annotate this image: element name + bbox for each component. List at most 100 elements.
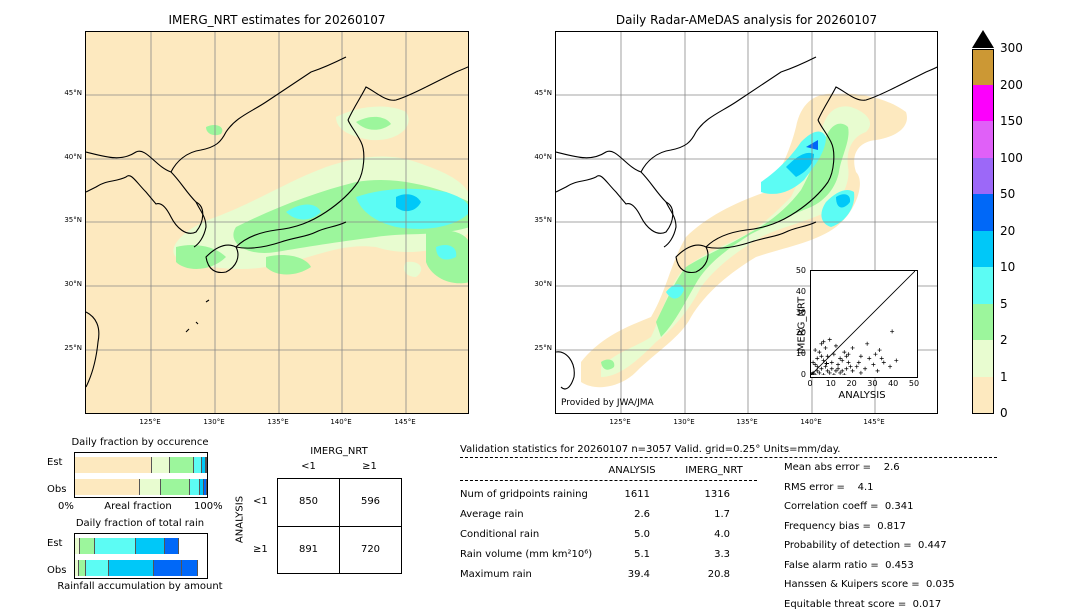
contingency-cell: 850 [298,496,319,507]
scatter-ytick: 40 [795,286,806,296]
scatter-point [811,360,816,365]
scatter-point [840,358,845,363]
right-map-title: Daily Radar-AMeDAS analysis for 20260107 [615,13,878,27]
totalrain-est-label: Est [47,538,63,549]
scatter-point [856,360,861,365]
scatter-point [823,364,828,369]
stats-header: Validation statistics for 20260107 n=305… [460,444,841,455]
scatter-point [890,329,895,334]
stats-divider-2 [460,480,757,481]
left-map [85,31,469,414]
stats-score: RMS error = 4.1 [784,481,874,493]
scatter-diagonal [811,271,915,375]
occurrence-obs-label: Obs [47,484,67,495]
scatter-point [838,370,843,375]
stats-row-label: Average rain [460,509,524,520]
scatter-point [819,341,824,346]
occurrence-xlabel: Areal fraction [104,501,172,512]
scatter-point [844,354,849,359]
scatter-xtick: 30 [867,379,878,388]
scatter-inset [810,270,918,378]
scatter-point [813,348,818,353]
colorbar-segment [973,194,993,231]
scatter-ytick: 20 [795,328,806,338]
colorbar-segment [973,230,993,267]
scatter-point [865,341,870,346]
colorbar-segment [973,50,993,85]
right-map-credit: Provided by JWA/JMA [561,398,654,408]
scatter-point [827,337,832,342]
scatter-point [888,364,893,369]
occurrence-segment [189,479,201,495]
scatter-xtick: 10 [825,379,836,388]
colorbar-segment [973,340,993,377]
scatter-ytick: 30 [795,307,806,317]
colorbar [972,30,994,414]
scatter-plot [811,271,915,375]
scatter-point [819,354,824,359]
scatter-point [875,368,880,373]
scatter-point [823,345,828,350]
contingency-row-lt1: <1 [253,496,268,507]
scatter-point [879,356,884,361]
occurrence-segment [193,457,202,473]
scatter-point [836,366,841,371]
scatter-point [815,364,820,369]
stats-row-analysis: 2.6 [634,509,650,520]
scatter-ytick: 0 [800,370,806,379]
occurrence-segment [201,457,206,473]
right-lat-45: 45°N [534,89,552,97]
stats-divider [460,457,997,458]
left-lon-145: 145°E [394,418,416,426]
colorbar-tick-label: 20 [1000,223,1016,238]
scatter-point [821,373,826,375]
colorbar-segment [973,267,993,304]
left-lon-125: 125°E [139,418,161,426]
scatter-point [836,362,841,367]
colorbar-tick-label: 100 [1000,150,1023,165]
stats-row-analysis: 1611 [624,489,650,500]
scatter-point [854,364,859,369]
totalrain-bars [74,533,208,579]
right-lat-25: 25°N [534,344,552,352]
right-lon-140: 140°E [800,418,822,426]
occurrence-title: Daily fraction by occurence [71,437,209,448]
scatter-point [848,364,853,369]
right-lon-135: 135°E [736,418,758,426]
occurrence-segment [170,457,194,473]
scatter-point [877,348,882,353]
scatter-point [842,373,847,375]
contingency-col-lt1: <1 [301,461,316,472]
right-lat-40: 40°N [534,153,552,161]
stats-score: Probability of detection = 0.447 [784,540,947,551]
left-coastlines [86,56,468,388]
contingency-col-ge1: ≥1 [362,461,377,472]
stats-score: Frequency bias = 0.817 [784,520,906,532]
stats-row-analysis: 39.4 [627,569,650,580]
stats-row-label: Maximum rain [460,569,532,580]
colorbar-tick-label: 2 [1000,333,1008,347]
stats-row-imerg: 20.8 [707,569,730,580]
scatter-point [850,345,855,350]
colorbar-tick-label: 10 [1000,260,1016,274]
scatter-point [817,350,822,355]
scatter-point [819,366,824,371]
right-rain-patches [581,93,907,388]
occurrence-segment [75,457,152,473]
left-lat-25: 25°N [64,344,82,352]
contingency-cell: 596 [360,496,381,507]
right-coastlines [556,56,937,390]
totalrain-segment [85,560,110,576]
scatter-point [813,373,818,375]
scatter-xtick: 50 [908,379,920,388]
stats-row-imerg: 4.0 [714,529,730,540]
scatter-point [858,370,863,375]
totalrain-segment [135,538,165,554]
scatter-point [850,368,855,373]
totalrain-xlabel: Rainfall accumulation by amount [57,581,223,592]
stats-row-imerg: 1.7 [714,509,730,520]
scatter-point [846,360,851,365]
scatter-point [867,356,872,361]
scatter-point [825,354,830,359]
right-lon-145: 145°E [863,418,885,426]
